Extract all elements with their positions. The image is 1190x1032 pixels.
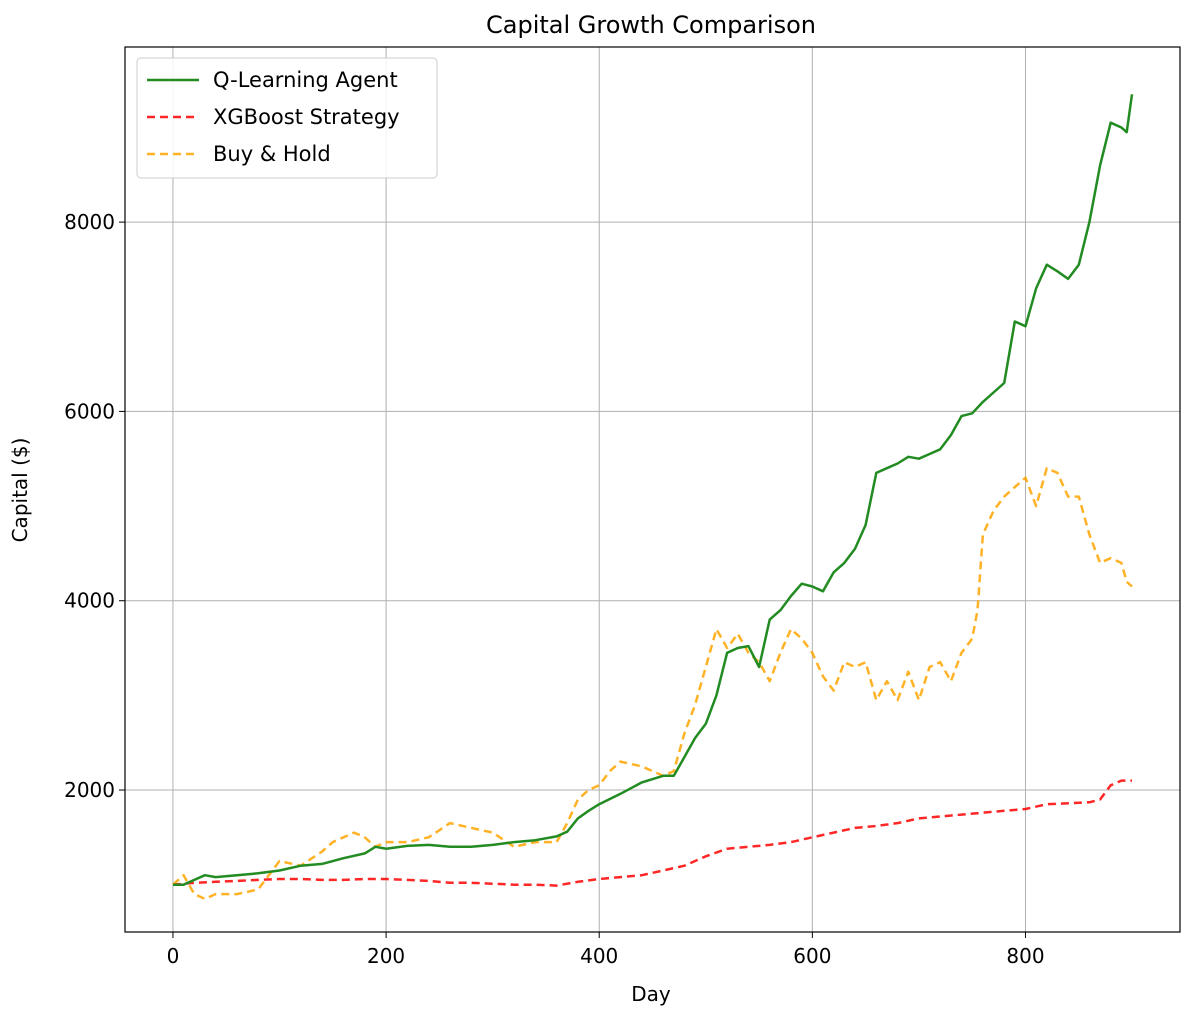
x-tick-label: 0 <box>167 944 180 968</box>
y-tick-label: 8000 <box>64 210 115 234</box>
x-axis-label: Day <box>631 982 671 1006</box>
axis-ticks: 0 200 400 600 800 2000 4000 6000 8000 <box>64 210 1044 968</box>
legend-label-xgboost: XGBoost Strategy <box>213 105 400 129</box>
series-line-q-learning-agent <box>173 94 1134 886</box>
series-layer <box>172 94 1134 901</box>
x-tick-label: 400 <box>580 944 618 968</box>
x-tick-label: 800 <box>1006 944 1044 968</box>
plot-frame <box>124 46 1181 933</box>
grid-lines <box>125 47 1180 932</box>
plot-area <box>125 47 1180 932</box>
legend: Q-Learning Agent XGBoost Strategy Buy & … <box>136 57 438 179</box>
y-axis-label: Capital ($) <box>8 438 32 543</box>
x-tick-label: 200 <box>367 944 405 968</box>
chart-title: Capital Growth Comparison <box>486 11 816 39</box>
legend-label-q-learning: Q-Learning Agent <box>213 68 398 92</box>
y-tick-label: 2000 <box>64 778 115 802</box>
x-tick-label: 600 <box>793 944 831 968</box>
legend-box <box>136 57 438 179</box>
y-tick-label: 4000 <box>64 589 115 613</box>
legend-label-buy-hold: Buy & Hold <box>213 142 331 166</box>
y-tick-label: 6000 <box>64 399 115 423</box>
series-line-buy-hold <box>172 466 1133 901</box>
